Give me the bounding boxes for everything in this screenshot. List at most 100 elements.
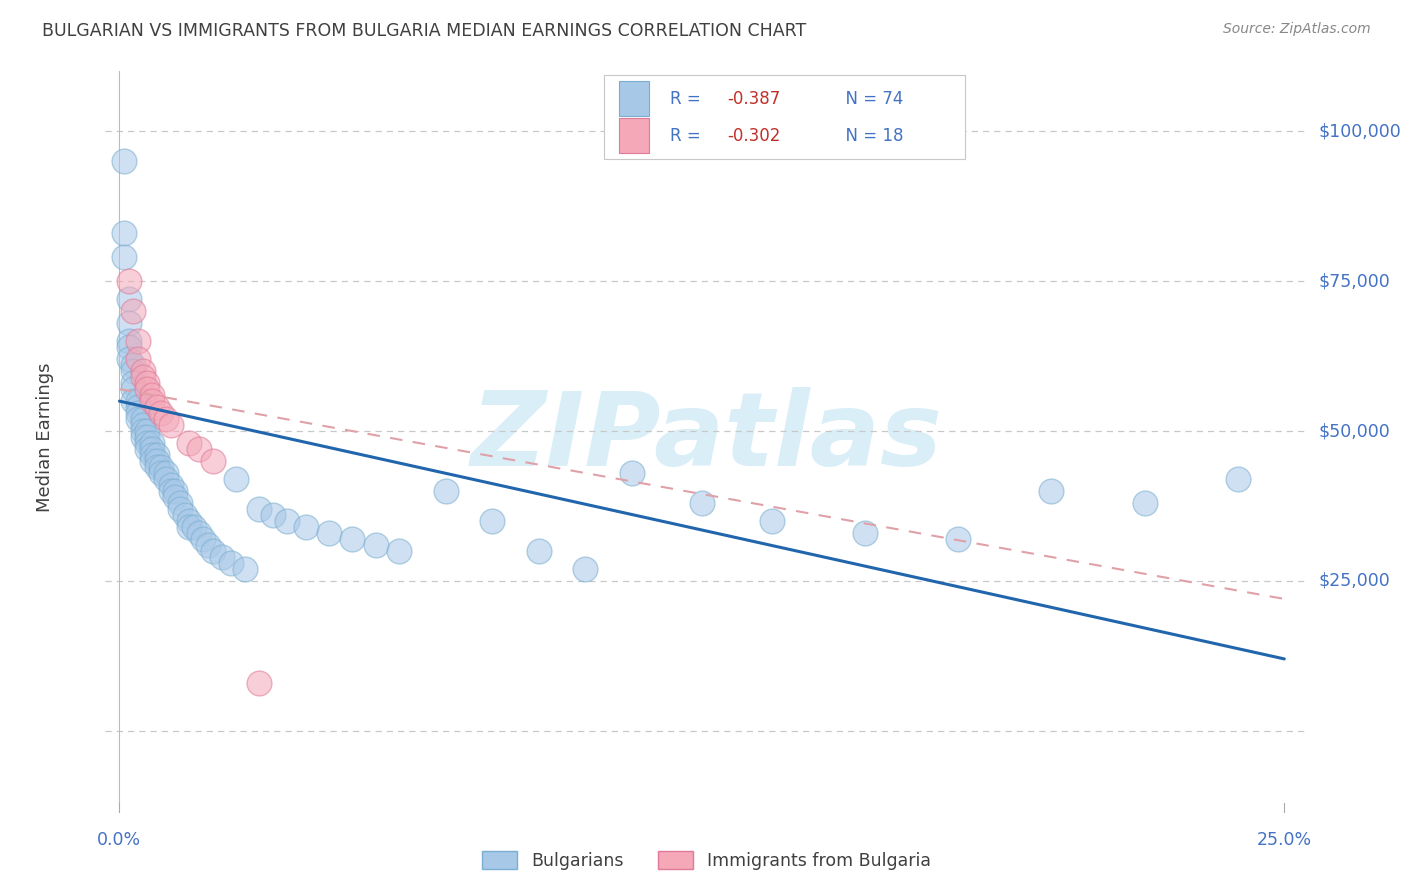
Point [136, 424, 159, 438]
Text: Median Earnings: Median Earnings [37, 362, 55, 512]
Point [946, 532, 969, 546]
Point [155, 412, 177, 426]
Point [1040, 483, 1063, 498]
Point [118, 352, 141, 367]
Point [122, 304, 145, 318]
Point [179, 520, 201, 534]
Text: BULGARIAN VS IMMIGRANTS FROM BULGARIA MEDIAN EARNINGS CORRELATION CHART: BULGARIAN VS IMMIGRANTS FROM BULGARIA ME… [42, 22, 807, 40]
Point [141, 448, 163, 462]
Point [159, 478, 181, 492]
Point [118, 316, 141, 330]
Point [233, 562, 256, 576]
Text: ZIPatlas: ZIPatlas [471, 386, 942, 488]
Point [388, 544, 411, 558]
Point [118, 340, 141, 354]
Point [342, 532, 364, 546]
Point [527, 544, 550, 558]
Point [127, 334, 149, 348]
Text: -0.387: -0.387 [727, 89, 780, 108]
Point [127, 394, 149, 409]
Point [127, 412, 149, 426]
Point [173, 508, 195, 522]
FancyBboxPatch shape [619, 118, 648, 153]
Point [118, 274, 141, 288]
Point [141, 454, 163, 468]
Point [219, 556, 242, 570]
Point [155, 466, 177, 480]
Point [136, 430, 159, 444]
Point [761, 514, 783, 528]
Point [159, 418, 181, 433]
Point [276, 514, 298, 528]
Point [481, 514, 503, 528]
Point [112, 154, 135, 169]
Point [150, 466, 173, 480]
Point [145, 454, 167, 468]
FancyBboxPatch shape [619, 81, 648, 116]
Point [201, 544, 224, 558]
Point [132, 412, 155, 426]
Point [1133, 496, 1156, 510]
Point [136, 382, 159, 396]
Text: $50,000: $50,000 [1319, 422, 1391, 440]
Point [145, 400, 167, 414]
Point [211, 549, 233, 564]
Point [141, 394, 163, 409]
Point [620, 466, 643, 480]
Point [225, 472, 247, 486]
Point [247, 676, 270, 690]
Point [141, 388, 163, 402]
Point [122, 364, 145, 378]
Point [141, 436, 163, 450]
Text: $100,000: $100,000 [1319, 122, 1402, 140]
Point [132, 424, 155, 438]
Point [187, 442, 209, 456]
Point [294, 520, 316, 534]
Text: R =: R = [671, 89, 706, 108]
Point [150, 406, 173, 420]
Point [159, 483, 181, 498]
Text: -0.302: -0.302 [727, 127, 780, 145]
Point [141, 442, 163, 456]
Text: $25,000: $25,000 [1319, 572, 1391, 590]
Point [364, 538, 387, 552]
Point [122, 382, 145, 396]
Text: N = 74: N = 74 [835, 89, 904, 108]
Point [118, 292, 141, 306]
Point [247, 502, 270, 516]
Point [169, 502, 191, 516]
Point [197, 538, 219, 552]
Point [150, 460, 173, 475]
Point [132, 370, 155, 384]
Text: $75,000: $75,000 [1319, 272, 1391, 290]
Point [187, 526, 209, 541]
Point [179, 436, 201, 450]
Point [201, 454, 224, 468]
Point [1226, 472, 1249, 486]
Point [165, 483, 187, 498]
Text: 0.0%: 0.0% [97, 830, 142, 848]
Point [690, 496, 713, 510]
Text: Source: ZipAtlas.com: Source: ZipAtlas.com [1223, 22, 1371, 37]
Point [165, 490, 187, 504]
Point [136, 376, 159, 391]
Text: 25.0%: 25.0% [1257, 830, 1312, 848]
Point [122, 376, 145, 391]
Point [318, 526, 340, 541]
Point [434, 483, 457, 498]
Point [127, 352, 149, 367]
Point [136, 436, 159, 450]
Point [112, 226, 135, 240]
Point [136, 442, 159, 456]
Point [853, 526, 876, 541]
Text: R =: R = [671, 127, 706, 145]
Point [169, 496, 191, 510]
Point [574, 562, 596, 576]
Point [132, 430, 155, 444]
Point [132, 364, 155, 378]
Point [127, 406, 149, 420]
Point [132, 418, 155, 433]
Point [118, 334, 141, 348]
FancyBboxPatch shape [605, 75, 965, 159]
Point [122, 394, 145, 409]
